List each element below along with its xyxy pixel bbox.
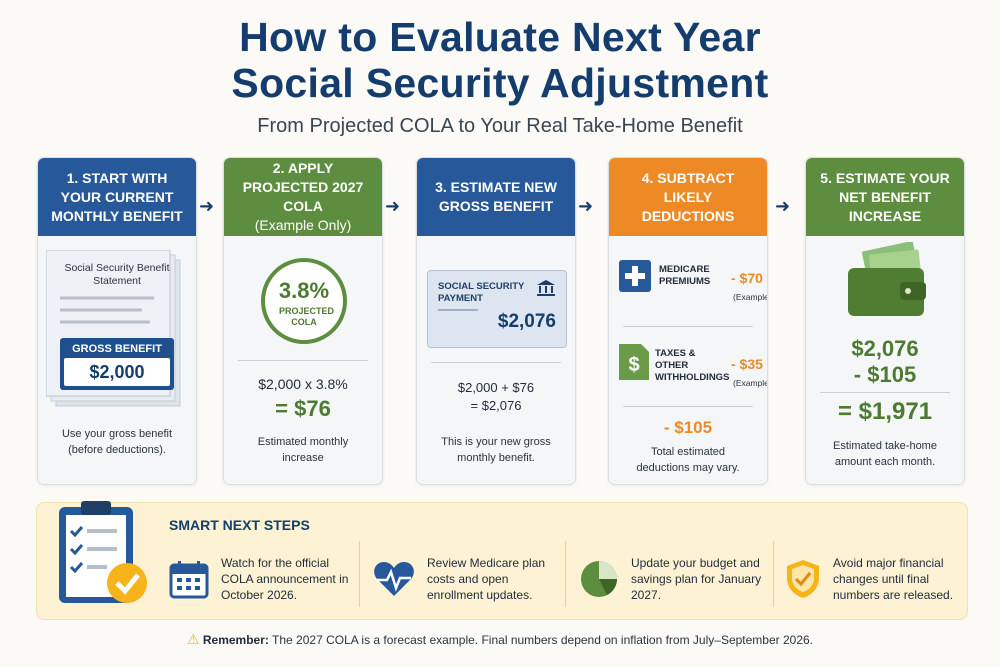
page-subtitle: From Projected COLA to Your Real Take-Ho… bbox=[257, 115, 743, 137]
remember-label: Remember: bbox=[202, 633, 269, 647]
total-deductions: - $105 bbox=[663, 418, 713, 437]
step-4-header: 4. SUBTRACT LIKELY DEDUCTIONS bbox=[609, 158, 767, 236]
step-item-2-text: Review Medicare plan costs and open enro… bbox=[427, 556, 546, 602]
step-4-note: Total estimated deductions may vary. bbox=[636, 446, 740, 474]
arrow-icon: ➜ bbox=[578, 196, 594, 216]
step-item-4-text: Avoid major financial changes until fina… bbox=[833, 556, 954, 602]
step-card-1: 1. START WITH YOUR CURRENT MONTHLY BENEF… bbox=[37, 157, 197, 485]
medicare-example-note: (Example) bbox=[733, 292, 768, 302]
cola-calculation: $2,000 x 3.8% bbox=[258, 376, 348, 392]
clipboard-checklist-icon bbox=[59, 501, 147, 603]
gross-benefit-value: $2,000 bbox=[64, 358, 170, 386]
payment-card: SOCIAL SECURITY PAYMENT $2,076 bbox=[427, 270, 567, 348]
taxes-value: - $35 bbox=[731, 356, 763, 372]
medicare-premiums-label: MEDICARE PREMIUMS bbox=[659, 264, 711, 287]
arrow-icon: ➜ bbox=[775, 196, 791, 216]
step-3-header: 3. ESTIMATE NEW GROSS BENEFIT bbox=[417, 158, 575, 236]
new-benefit-calculation: $2,000 + $76 bbox=[457, 380, 535, 395]
net-result: = $1,971 bbox=[837, 398, 933, 425]
step-1-note: Use your gross benefit (before deduction… bbox=[61, 428, 173, 456]
bank-icon bbox=[537, 280, 555, 296]
shield-check-icon bbox=[787, 560, 819, 598]
step-2-header: 2. APPLY PROJECTED 2027 COLA (Example Onl… bbox=[224, 158, 382, 236]
step-card-5: 5. ESTIMATE YOUR NET BENEFIT INCREASE $2… bbox=[805, 157, 965, 485]
net-line-1: $2,076 bbox=[851, 336, 919, 361]
medicare-premiums-value: - $70 bbox=[731, 270, 763, 286]
step-5-note: Estimated take-home amount each month. bbox=[833, 440, 937, 468]
smart-next-steps: SMART NEXT STEPS Watch for the official … bbox=[36, 501, 968, 620]
arrow-icon: ➜ bbox=[385, 196, 401, 216]
gross-benefit-label: GROSS BENEFIT bbox=[72, 343, 162, 355]
step-item-4: Avoid major financial changes until fina… bbox=[785, 547, 965, 611]
step-item-3-text: Update your budget and savings plan for … bbox=[631, 556, 762, 602]
title-line-1: How to Evaluate Next Year bbox=[239, 14, 761, 60]
step-1-header: 1. START WITH YOUR CURRENT MONTHLY BENEF… bbox=[38, 158, 196, 236]
statement-title: Social Security Benefit Statement bbox=[64, 262, 170, 287]
step-card-2: 2. APPLY PROJECTED 2027 COLA (Example Onl… bbox=[223, 157, 383, 485]
step-item-1: Watch for the official COLA announcement… bbox=[169, 547, 349, 611]
net-line-2: - $105 bbox=[853, 362, 917, 387]
page-title: How to Evaluate Next Year Social Securit… bbox=[0, 14, 1000, 106]
remember-text: The 2027 COLA is a forecast example. Fin… bbox=[272, 633, 814, 647]
step-2-title: 2. APPLY PROJECTED 2027 COLA bbox=[242, 160, 364, 214]
pie-chart-icon bbox=[581, 561, 617, 597]
step-2-note: Estimated monthly increase bbox=[257, 436, 349, 464]
step-5-header: 5. ESTIMATE YOUR NET BENEFIT INCREASE bbox=[806, 158, 964, 236]
step-card-4: 4. SUBTRACT LIKELY DEDUCTIONS MEDICARE P… bbox=[608, 157, 768, 485]
dollar-document-icon: $ bbox=[619, 344, 649, 380]
step-item-3: Update your budget and savings plan for … bbox=[579, 547, 769, 611]
payment-value: $2,076 bbox=[497, 311, 556, 332]
remember-note: ⚠ Remember: The 2027 COLA is a forecast … bbox=[0, 631, 1000, 648]
title-line-2: Social Security Adjustment bbox=[231, 60, 769, 106]
calendar-icon bbox=[169, 561, 209, 599]
arrow-icon: ➜ bbox=[199, 196, 215, 216]
wallet-icon bbox=[848, 242, 926, 316]
gross-benefit-badge: GROSS BENEFIT $2,000 bbox=[60, 338, 174, 390]
step-2-subtitle: (Example Only) bbox=[254, 217, 352, 233]
step-3-note: This is your new gross monthly benefit. bbox=[441, 436, 551, 464]
heart-pulse-icon bbox=[374, 562, 414, 596]
cola-rate-circle: 3.8% PROJECTED COLA bbox=[261, 258, 347, 344]
svg-text:$: $ bbox=[628, 354, 639, 376]
taxes-example-note: (Example) bbox=[733, 378, 768, 388]
new-benefit-result: = $2,076 bbox=[470, 398, 522, 413]
cola-rate-value: 3.8% bbox=[278, 278, 330, 303]
taxes-label: TAXES & OTHER WITHHOLDINGS bbox=[655, 348, 730, 383]
step-card-3: 3. ESTIMATE NEW GROSS BENEFIT SOCIAL SEC… bbox=[416, 157, 576, 485]
payment-label: SOCIAL SECURITY PAYMENT bbox=[438, 281, 525, 304]
step-item-2: Review Medicare plan costs and open enro… bbox=[373, 547, 557, 611]
cola-increase: = $76 bbox=[275, 396, 331, 421]
cola-rate-label: PROJECTED COLA bbox=[279, 306, 335, 327]
medical-cross-icon bbox=[619, 260, 651, 292]
steps-title: SMART NEXT STEPS bbox=[169, 517, 310, 533]
step-item-1-text: Watch for the official COLA announcement… bbox=[221, 556, 349, 602]
warning-icon: ⚠ bbox=[186, 631, 200, 647]
